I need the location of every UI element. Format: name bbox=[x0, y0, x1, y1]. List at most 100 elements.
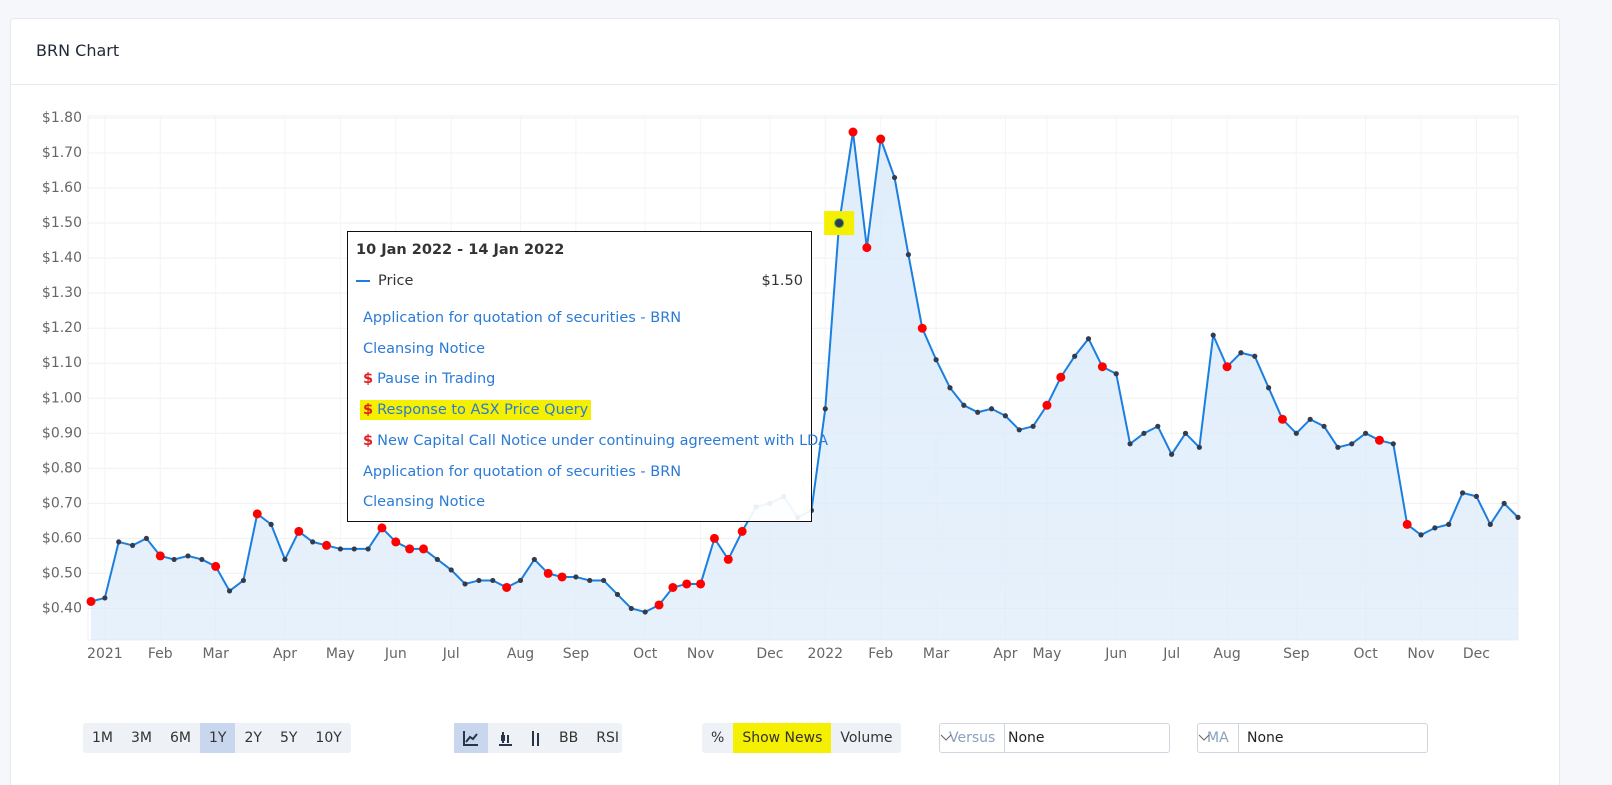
news-item[interactable]: Cleansing Notice bbox=[360, 492, 488, 512]
x-tick-label: Jul bbox=[1162, 646, 1180, 662]
divider bbox=[11, 84, 1558, 85]
data-point bbox=[268, 521, 274, 527]
data-point bbox=[1307, 416, 1313, 422]
range-button[interactable]: 1M bbox=[92, 730, 113, 746]
data-point bbox=[1113, 371, 1119, 377]
y-tick-label: $1.30 bbox=[42, 285, 82, 301]
news-point bbox=[848, 127, 858, 137]
news-item[interactable]: Application for quotation of securities … bbox=[360, 462, 684, 482]
line-chart-button[interactable] bbox=[454, 723, 488, 753]
range-button[interactable]: 1Y bbox=[200, 723, 236, 753]
data-point bbox=[1016, 427, 1022, 433]
data-point bbox=[642, 609, 648, 615]
y-tick-label: $1.80 bbox=[42, 110, 82, 126]
data-point bbox=[448, 567, 454, 573]
news-point bbox=[86, 596, 96, 606]
data-point bbox=[282, 556, 288, 563]
tooltip-title: 10 Jan 2022 - 14 Jan 2022 bbox=[356, 242, 565, 258]
data-point bbox=[129, 542, 136, 549]
news-item[interactable]: Cleansing Notice bbox=[360, 339, 488, 359]
versus-select[interactable]: Versus None bbox=[939, 723, 1170, 753]
chart-type-group: BB RSI bbox=[454, 723, 622, 753]
news-point bbox=[1374, 435, 1384, 445]
y-tick-label: $1.10 bbox=[42, 355, 82, 371]
toggle-button[interactable]: Volume bbox=[840, 730, 893, 746]
x-tick-label: Oct bbox=[633, 646, 658, 662]
data-point bbox=[988, 406, 995, 412]
data-point bbox=[337, 546, 343, 552]
bb-button[interactable]: BB bbox=[559, 730, 579, 746]
toggle-button[interactable]: % bbox=[711, 730, 725, 746]
line-icon bbox=[463, 731, 478, 746]
data-point bbox=[601, 577, 607, 584]
x-tick-label: Apr bbox=[993, 646, 1017, 662]
news-point bbox=[876, 134, 886, 144]
data-point bbox=[1293, 430, 1299, 436]
news-point bbox=[405, 544, 415, 554]
data-point bbox=[1432, 525, 1438, 531]
news-point bbox=[211, 561, 221, 571]
news-title: Application for quotation of securities … bbox=[363, 310, 682, 326]
news-point bbox=[1056, 372, 1066, 382]
bar-chart-button[interactable] bbox=[522, 723, 550, 753]
data-point bbox=[531, 556, 537, 563]
range-button[interactable]: 5Y bbox=[279, 730, 298, 746]
x-tick-label: Feb bbox=[868, 646, 893, 662]
data-point bbox=[1266, 385, 1272, 391]
data-point bbox=[1321, 423, 1327, 429]
x-tick-label: Jul bbox=[442, 646, 460, 662]
x-tick-label: Oct bbox=[1353, 646, 1378, 662]
news-point bbox=[419, 544, 429, 554]
news-title: Response to ASX Price Query bbox=[377, 402, 589, 419]
news-point bbox=[543, 568, 553, 578]
rsi-button[interactable]: RSI bbox=[596, 730, 619, 746]
news-item[interactable]: $ New Capital Call Notice under continuin… bbox=[360, 431, 831, 451]
data-point bbox=[1459, 490, 1466, 496]
news-point bbox=[1277, 414, 1287, 424]
range-group: 1M 3M 6M 1Y 2Y 5Y 10Y bbox=[83, 723, 351, 753]
toggle-button[interactable]: Show News bbox=[733, 723, 832, 753]
news-point bbox=[1097, 362, 1107, 372]
data-point bbox=[143, 535, 150, 542]
range-button[interactable]: 10Y bbox=[315, 730, 342, 746]
news-title: Application for quotation of securities … bbox=[363, 463, 682, 480]
data-point bbox=[1002, 413, 1008, 419]
news-point bbox=[1402, 519, 1412, 529]
data-point bbox=[933, 357, 939, 363]
y-tick-label: $0.40 bbox=[42, 600, 82, 616]
news-point bbox=[654, 600, 664, 610]
news-title: New Capital Call Notice under continuing… bbox=[377, 432, 829, 449]
price-area bbox=[91, 132, 1518, 640]
data-point bbox=[587, 577, 593, 584]
data-point bbox=[310, 539, 316, 545]
x-tick-label: Sep bbox=[563, 646, 590, 662]
news-item[interactable]: $ Pause in Trading bbox=[360, 369, 498, 389]
news-point bbox=[917, 323, 927, 333]
data-point bbox=[947, 385, 953, 391]
data-point bbox=[1252, 353, 1258, 359]
x-tick-label: Apr bbox=[273, 646, 297, 662]
tooltip-price: $1.50 bbox=[761, 273, 803, 289]
news-point bbox=[682, 579, 692, 589]
ma-value: None bbox=[1247, 730, 1284, 746]
news-point bbox=[294, 526, 304, 536]
ma-select[interactable]: MA None bbox=[1197, 723, 1428, 753]
candle-icon bbox=[499, 732, 512, 746]
news-item[interactable]: $ Response to ASX Price Query bbox=[360, 400, 592, 421]
data-point bbox=[365, 546, 371, 552]
news-item[interactable]: Application for quotation of securities … bbox=[360, 308, 684, 328]
data-point bbox=[905, 252, 912, 258]
news-point bbox=[1042, 400, 1052, 410]
x-tick-label: Mar bbox=[202, 646, 229, 662]
news-point bbox=[1222, 362, 1232, 372]
data-point bbox=[1363, 430, 1369, 436]
candle-chart-button[interactable] bbox=[488, 723, 522, 753]
news-point bbox=[737, 526, 747, 536]
range-button[interactable]: 6M bbox=[170, 730, 191, 746]
tooltip-series: Price $1.50 bbox=[356, 273, 803, 289]
range-button[interactable]: 2Y bbox=[244, 730, 262, 746]
versus-label: Versus bbox=[940, 724, 1006, 752]
data-point bbox=[1155, 423, 1161, 429]
range-button[interactable]: 3M bbox=[131, 730, 152, 746]
news-point bbox=[322, 540, 332, 550]
